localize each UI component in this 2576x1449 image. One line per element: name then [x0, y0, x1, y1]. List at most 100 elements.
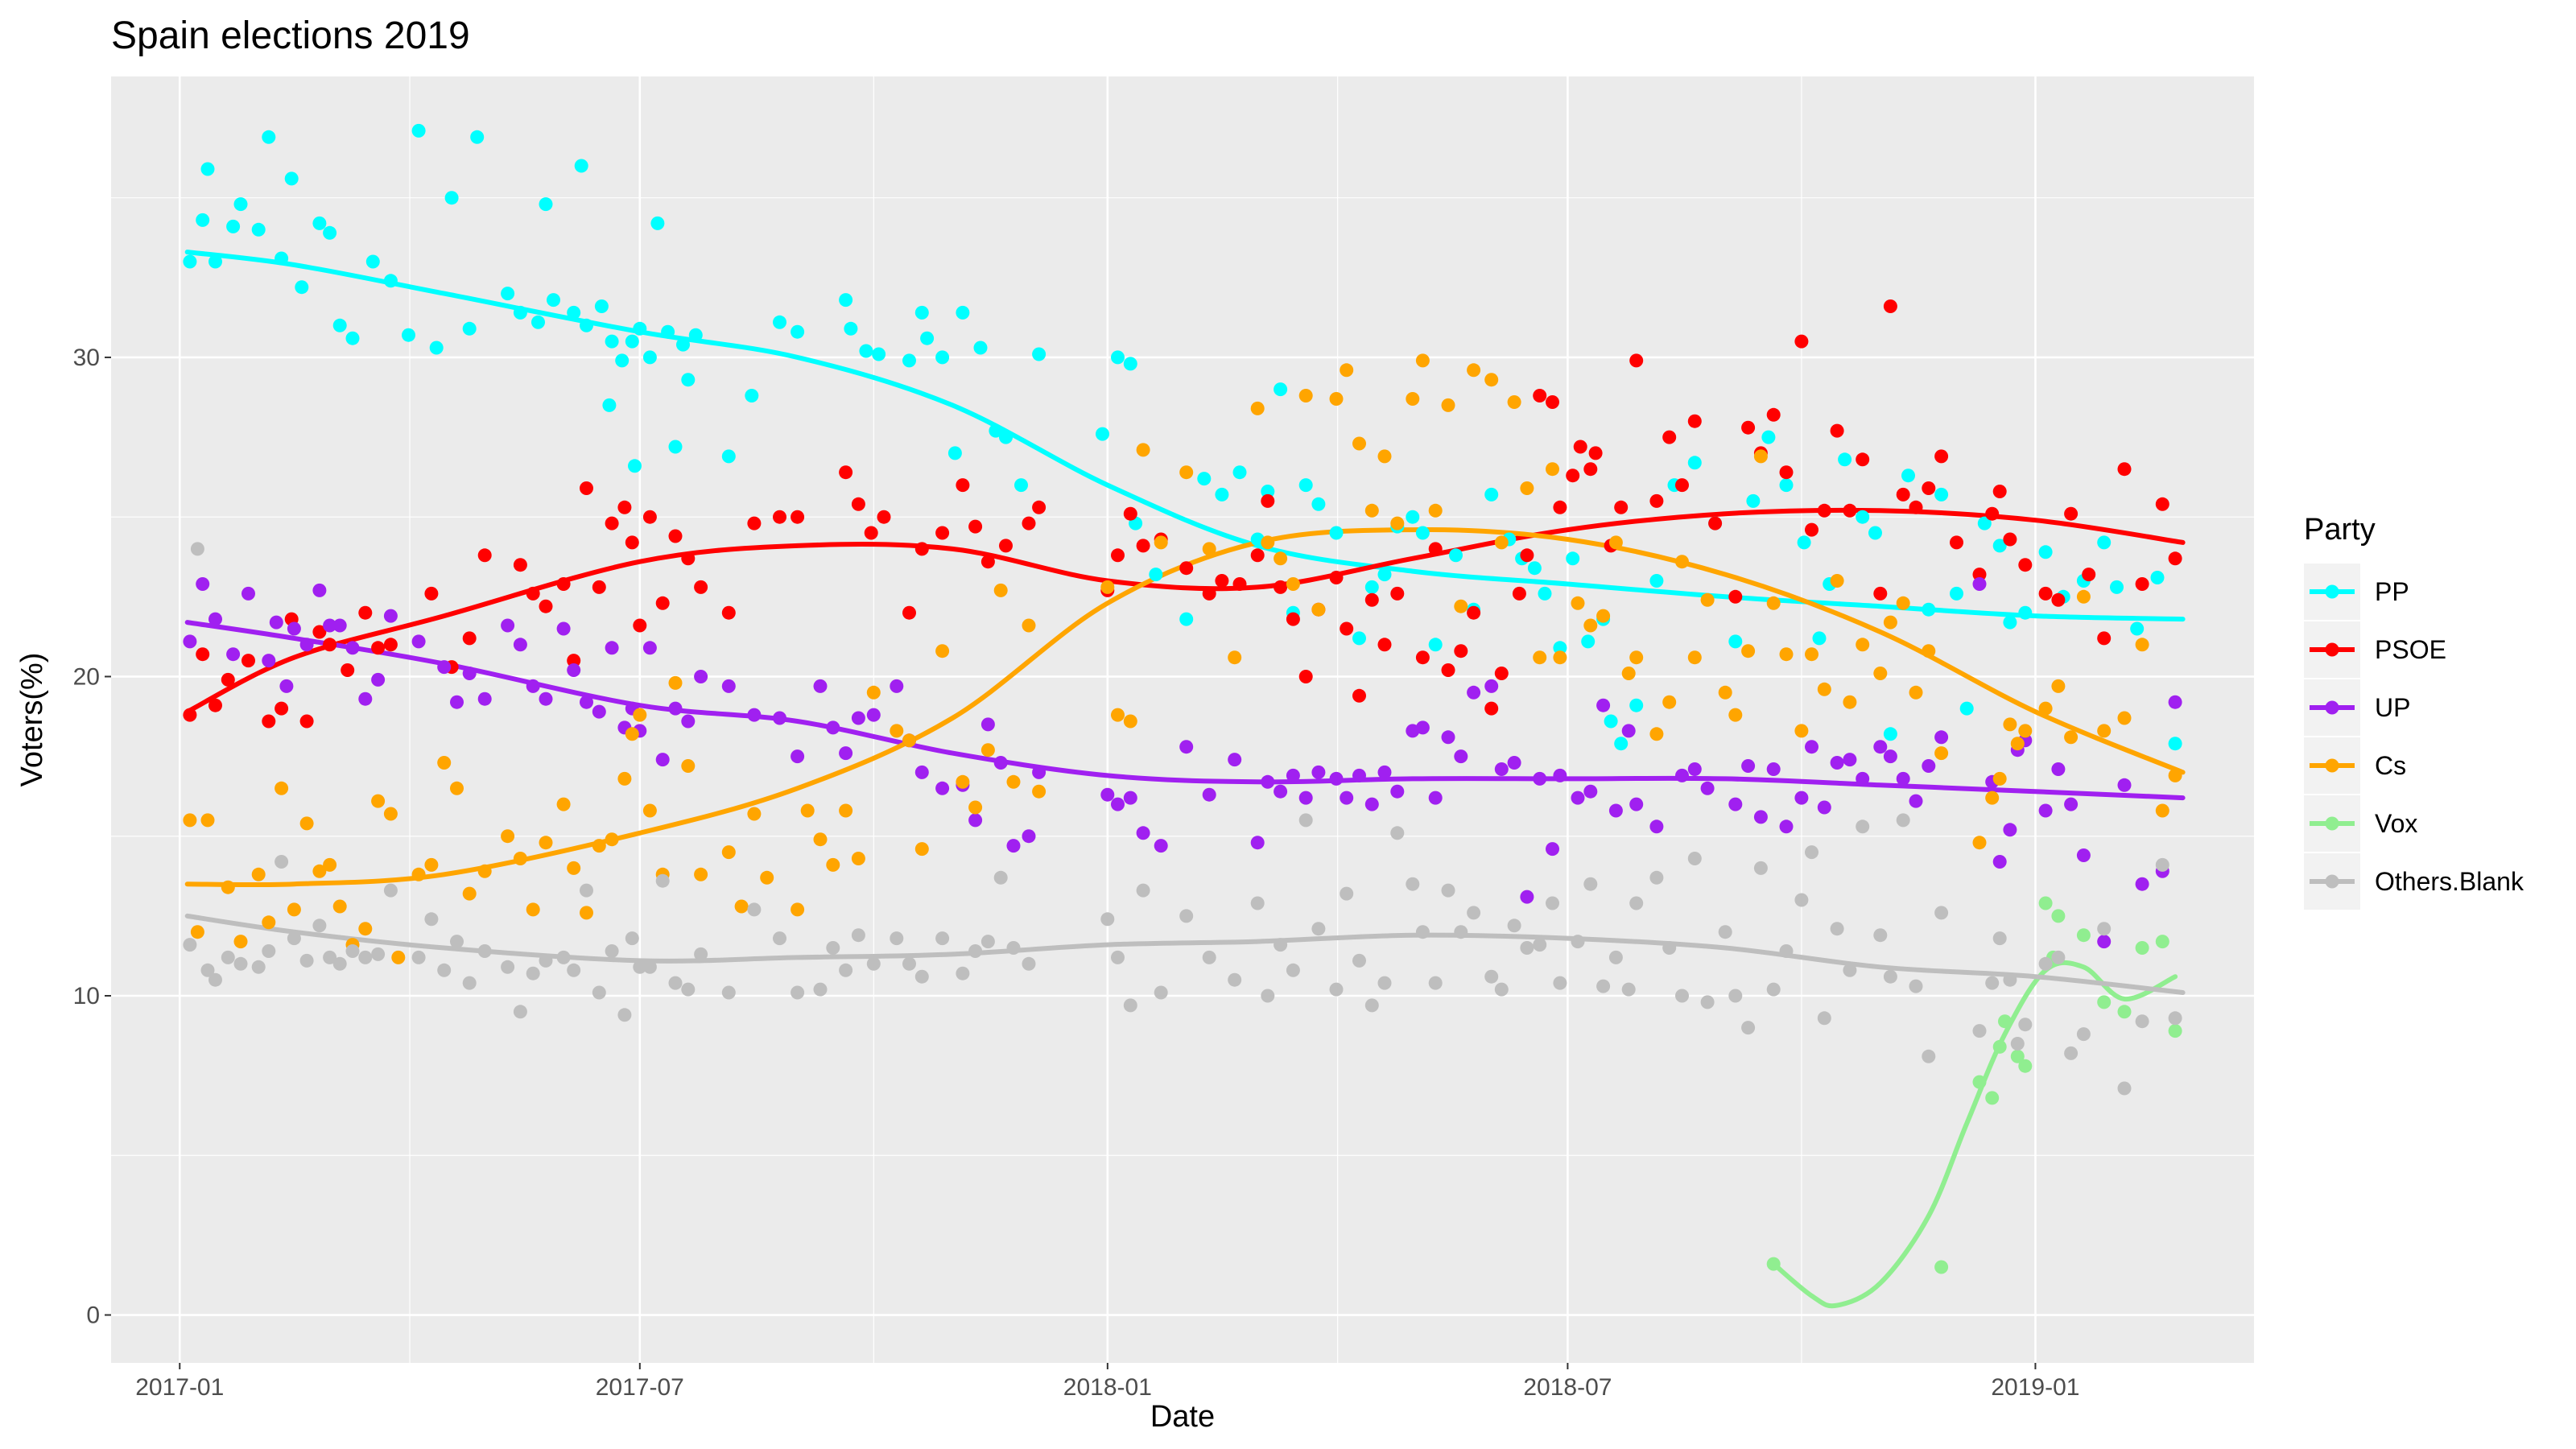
data-point-psoe	[668, 529, 683, 543]
data-point-up	[890, 679, 904, 693]
data-point-psoe	[513, 558, 527, 572]
trend-line-up	[184, 620, 2186, 801]
data-point-pp	[365, 254, 380, 269]
data-point-psoe	[1566, 469, 1580, 483]
data-point-pp	[999, 430, 1013, 444]
data-point-psoe	[1111, 548, 1125, 563]
data-point-pp	[539, 197, 553, 212]
data-point-pp	[1179, 612, 1194, 626]
data-point-up	[1154, 839, 1168, 853]
data-point-pp	[429, 341, 444, 355]
data-point-cs	[1228, 650, 1242, 665]
data-point-pp	[1449, 548, 1463, 563]
data-point-pp	[513, 305, 527, 320]
data-point-pp	[1604, 714, 1618, 729]
data-point-up	[1922, 759, 1936, 773]
data-point-psoe	[196, 647, 210, 662]
data-point-vox	[1972, 1075, 1987, 1089]
data-point-cs	[513, 852, 527, 865]
data-point-cs	[642, 803, 657, 818]
data-point-psoe	[851, 497, 865, 511]
data-point-pp	[196, 213, 210, 227]
data-point-psoe	[1032, 500, 1046, 514]
x-tick-label: 2019-01	[1991, 1374, 2079, 1401]
data-point-psoe	[183, 708, 197, 722]
data-point-others-blank	[221, 950, 235, 964]
data-point-psoe	[477, 548, 492, 563]
data-point-pp	[1761, 430, 1776, 444]
data-point-others-blank	[694, 947, 708, 961]
data-point-up	[839, 746, 853, 761]
data-point-psoe	[1662, 430, 1677, 444]
data-point-up	[2003, 823, 2017, 837]
data-point-psoe	[956, 478, 970, 493]
data-point-cs	[813, 832, 828, 847]
data-point-others-blank	[1006, 941, 1021, 955]
data-point-cs	[1805, 647, 1818, 662]
data-point-cs	[1533, 650, 1547, 665]
data-point-cs	[1779, 647, 1794, 662]
data-point-up	[1794, 791, 1809, 805]
data-point-up	[312, 583, 327, 597]
data-point-up	[605, 641, 619, 655]
data-point-cs	[826, 857, 840, 872]
data-point-pp	[844, 321, 858, 336]
data-point-psoe	[1972, 568, 1987, 582]
data-point-others-blank	[773, 931, 786, 946]
data-point-others-blank	[914, 969, 929, 984]
data-point-cs	[1972, 836, 1987, 850]
data-point-others-blank	[424, 912, 439, 927]
data-point-psoe	[1843, 503, 1857, 518]
data-point-others-blank	[371, 947, 386, 961]
data-point-up	[2097, 935, 2112, 949]
data-point-up	[462, 667, 477, 680]
data-point-others-blank	[1261, 989, 1275, 1003]
data-point-up	[1454, 749, 1468, 764]
data-point-others-blank	[1985, 976, 2000, 990]
data-point-cs	[605, 832, 619, 847]
data-point-up	[556, 621, 571, 636]
data-point-psoe	[462, 631, 477, 646]
data-point-others-blank	[1553, 976, 1567, 990]
data-point-others-blank	[1022, 956, 1036, 971]
y-tick-label: 10	[73, 983, 100, 1009]
data-point-cs	[956, 774, 970, 789]
data-point-pp	[547, 293, 560, 308]
data-point-cs	[1329, 392, 1344, 406]
data-point-others-blank	[383, 883, 398, 898]
data-point-cs	[800, 803, 815, 818]
data-point-cs	[1992, 771, 2007, 786]
data-point-psoe	[1390, 586, 1405, 601]
data-point-others-blank	[1621, 982, 1636, 997]
data-point-cs	[190, 925, 204, 939]
data-point-pp	[1538, 586, 1552, 601]
data-point-cs	[1494, 535, 1509, 550]
data-point-pp	[1856, 510, 1870, 524]
data-point-pp	[1922, 602, 1936, 617]
data-point-others-blank	[323, 950, 337, 964]
data-point-up	[1340, 791, 1354, 805]
data-point-cs	[1415, 353, 1430, 368]
data-point-up	[914, 765, 929, 779]
data-point-up	[1274, 784, 1288, 799]
data-point-psoe	[605, 516, 619, 530]
data-point-pp	[859, 344, 873, 358]
x-tick-label: 2017-01	[135, 1374, 224, 1401]
data-point-others-blank	[642, 960, 657, 974]
data-point-pp	[1032, 347, 1046, 361]
data-point-cs	[866, 685, 881, 700]
data-point-psoe	[1708, 516, 1723, 530]
data-point-pp	[1484, 487, 1499, 502]
data-point-psoe	[1779, 465, 1794, 480]
legend-marker-pp	[2325, 584, 2339, 599]
data-point-pp	[721, 449, 736, 464]
data-point-others-blank	[1298, 813, 1313, 828]
data-point-up	[1571, 791, 1585, 805]
data-point-cs	[501, 829, 515, 844]
data-point-pp	[1415, 526, 1430, 540]
data-point-up	[1261, 774, 1275, 789]
data-point-others-blank	[2018, 1018, 2033, 1032]
data-point-cs	[221, 880, 235, 894]
data-point-pp	[1566, 551, 1580, 566]
data-point-cs	[1753, 449, 1768, 464]
